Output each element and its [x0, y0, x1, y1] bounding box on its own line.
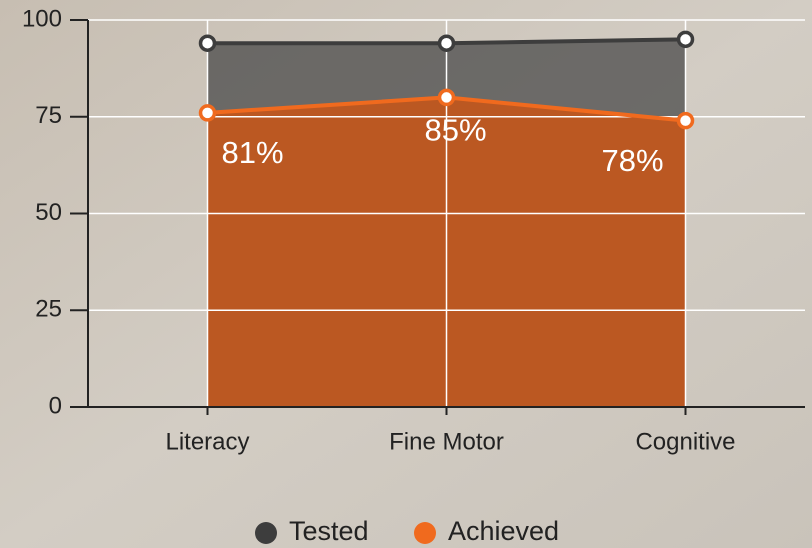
marker [437, 88, 456, 107]
marker [198, 104, 217, 122]
marker [676, 111, 695, 130]
legend-swatch [414, 522, 436, 544]
legend-label: Tested [289, 516, 369, 546]
marker [437, 34, 456, 52]
y-tick-label: 75 [35, 102, 62, 129]
marker [676, 30, 695, 49]
y-tick-label: 50 [35, 199, 62, 226]
x-tick-label: Fine Motor [389, 428, 504, 455]
annotation: 78% [601, 143, 663, 178]
y-tick-label: 0 [49, 392, 62, 419]
marker [198, 34, 217, 52]
annotation: 85% [424, 113, 486, 148]
legend-swatch [255, 522, 277, 544]
y-tick-label: 25 [35, 296, 62, 323]
x-tick-label: Cognitive [635, 428, 735, 455]
y-tick-label: 100 [22, 5, 62, 32]
legend-label: Achieved [448, 516, 559, 546]
x-tick-label: Literacy [165, 428, 249, 455]
annotation: 81% [221, 135, 283, 170]
